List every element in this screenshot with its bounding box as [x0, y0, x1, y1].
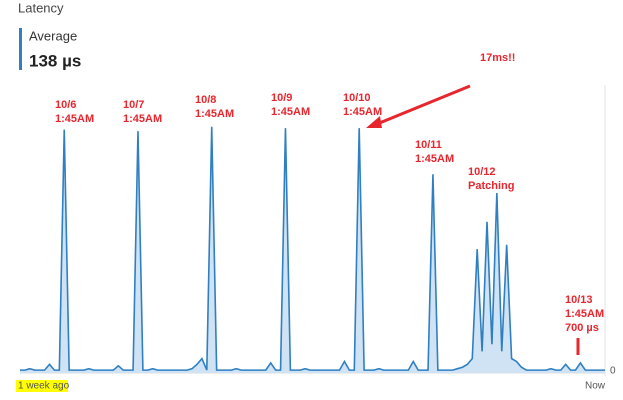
annotation: Patching: [468, 180, 514, 192]
metric-accent: [19, 28, 22, 70]
annotation: 10/11: [415, 139, 442, 151]
annotation: 10/13: [565, 294, 593, 306]
annotation: 1:45AM: [343, 106, 382, 118]
metric-value: 138 µs: [29, 51, 81, 70]
arrow-shaft: [371, 84, 471, 128]
annotation: 1:45AM: [565, 308, 604, 320]
annotation: 1:45AM: [415, 153, 454, 165]
area: [20, 126, 605, 373]
annotation: 10/7: [123, 99, 144, 111]
annotation: 1:45AM: [195, 108, 234, 120]
annotation: 1:45AM: [271, 106, 310, 118]
annotation: 10/8: [195, 94, 216, 106]
annotation: 10/9: [271, 92, 292, 104]
x-start-label: 1 week ago: [18, 381, 70, 392]
line: [20, 126, 605, 371]
annotation: 10/12: [468, 166, 496, 178]
annotation: 10/6: [55, 99, 76, 111]
chart-title: Latency: [18, 0, 64, 15]
annotation: 17ms!!: [480, 52, 515, 64]
annotation: 10/10: [343, 92, 371, 104]
annotation: 1:45AM: [123, 113, 162, 125]
annotation: 700 µs: [565, 322, 599, 334]
y-tick-label: 0: [610, 366, 616, 377]
metric-label: Average: [29, 28, 77, 43]
x-end-label: Now: [585, 381, 606, 392]
arrow-head: [366, 116, 382, 128]
highlight: [16, 380, 68, 392]
annotation: 1:45AM: [55, 113, 94, 125]
